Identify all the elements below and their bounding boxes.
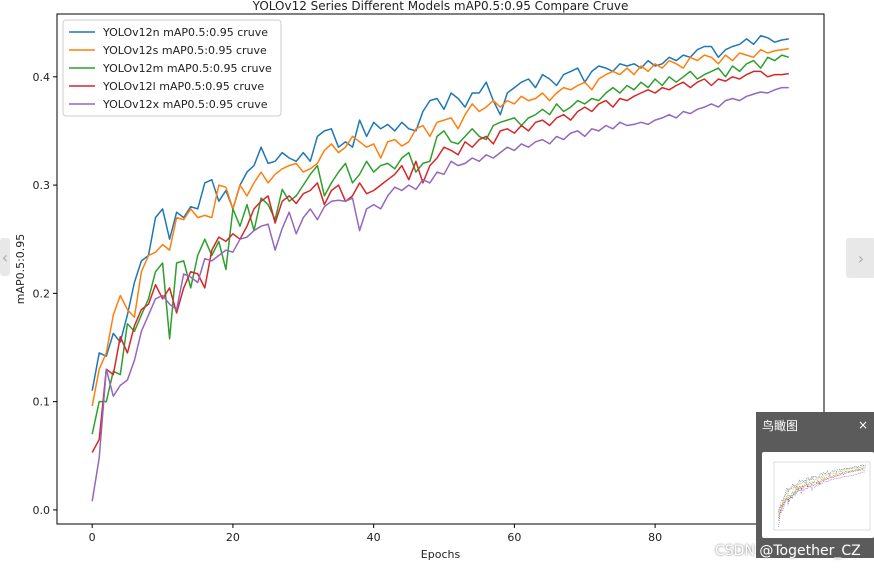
thumb-frame [773, 461, 871, 531]
legend-box [62, 19, 282, 117]
thumb-series-1 [778, 466, 866, 515]
y-tick-label-3: 0.3 [33, 179, 51, 192]
legend-entry-4: YOLOv12x mAP0.5:0.95 cruve [102, 98, 268, 111]
series-line-3 [91, 70, 789, 453]
x-tick-label-4: 80 [648, 531, 662, 544]
next-image-button[interactable]: › [846, 238, 874, 278]
watermark: CSDN @Together_CZ [715, 543, 861, 559]
overview-panel: 鸟瞰图 × [756, 412, 874, 558]
series-line-2 [91, 54, 790, 435]
thumb-series-4 [778, 471, 866, 528]
legend-entry-2: YOLOv12m mAP0.5:0.95 cruve [102, 62, 272, 75]
thumb-series-2 [778, 467, 866, 519]
thumb-series-0 [778, 464, 866, 513]
plot-frame [56, 13, 825, 525]
thumb-series-3 [778, 469, 866, 521]
y-tick-label-0: 0.0 [33, 504, 51, 517]
y-tick-label-2: 0.2 [33, 287, 51, 300]
legend-entry-0: YOLOv12n mAP0.5:0.95 cruve [102, 26, 268, 39]
overview-title: 鸟瞰图 [762, 418, 799, 433]
y-tick-label-4: 0.4 [33, 71, 51, 84]
thumbnail-chart [773, 461, 871, 531]
y-axis-label: mAP0.5:0.95 [14, 234, 27, 305]
plot-area: 0 20 40 60 80 0.0 0.1 0.2 0.3 0.4 YOLOv12n mAP0.5:… [33, 13, 825, 544]
close-icon[interactable]: × [857, 418, 868, 432]
x-tick-label-0: 0 [89, 531, 96, 544]
series-line-0 [91, 34, 789, 391]
x-tick-label-1: 20 [226, 531, 240, 544]
overview-thumbnail[interactable] [762, 452, 874, 538]
chevron-left-icon: ‹ [1, 247, 9, 267]
x-axis-label: Epochs [421, 548, 461, 561]
series-line-1 [91, 47, 789, 407]
series-line-4 [91, 86, 789, 502]
legend-entry-1: YOLOv12s mAP0.5:0.95 cruve [102, 44, 267, 57]
previous-image-button[interactable]: ‹ [0, 238, 10, 276]
x-tick-label-2: 40 [367, 531, 381, 544]
legend-entry-3: YOLOv12l mAP0.5:0.95 cruve [102, 80, 264, 93]
chevron-right-icon: › [857, 248, 865, 268]
x-tick-label-3: 60 [507, 531, 521, 544]
y-tick-label-1: 0.1 [33, 396, 51, 409]
chart-title: YOLOv12 Series Different Models mAP0.5:0… [252, 0, 629, 13]
overview-header: 鸟瞰图 × [756, 412, 874, 438]
